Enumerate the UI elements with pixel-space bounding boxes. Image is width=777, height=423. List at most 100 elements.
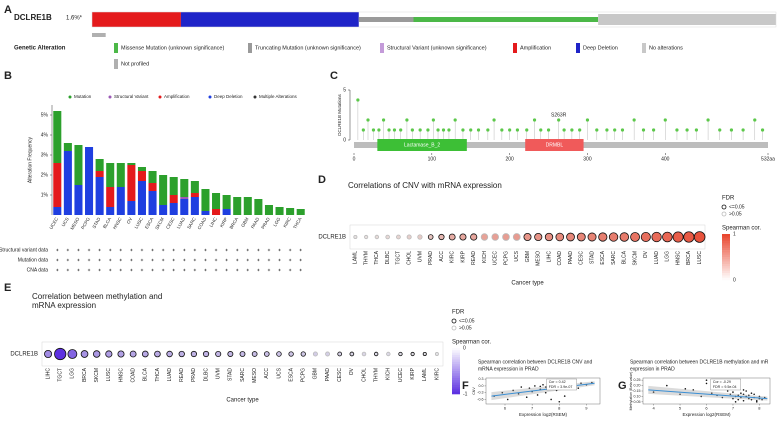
- correlation-dot: [312, 351, 318, 357]
- scatter-point: [753, 393, 755, 396]
- lollipop-head: [578, 128, 582, 132]
- correlation-dot: [512, 233, 521, 241]
- y-tick-label: 0.20: [634, 384, 641, 388]
- correlation-dot: [141, 350, 149, 358]
- legend-dot: [253, 95, 257, 99]
- not-profiled-bar: [92, 33, 106, 37]
- correlation-dot: [576, 232, 586, 242]
- x-tick-label: BLCA: [622, 250, 628, 264]
- scatter-point: [737, 398, 740, 401]
- correlation-dot: [364, 234, 369, 240]
- bar-segment: [63, 151, 72, 215]
- bar-segment: [63, 143, 72, 151]
- lollipop-head: [469, 128, 473, 132]
- oncoprint-background: [91, 11, 777, 28]
- correlation-dot: [373, 351, 379, 357]
- lollipop-head: [441, 128, 446, 132]
- x-tick-label: COAD: [557, 251, 563, 266]
- scatter-point: [550, 398, 552, 401]
- bar-segment: [148, 171, 157, 183]
- x-tick-label: LIHC: [208, 216, 218, 228]
- x-tick-label: HNSC: [112, 216, 123, 230]
- x-tick-label: THYM: [363, 251, 369, 265]
- scatter-point: [748, 397, 750, 400]
- correlation-dot: [385, 234, 390, 240]
- x-tick-label: OV: [643, 250, 649, 258]
- x-tick-label: CESC: [165, 216, 176, 230]
- colorbar-step: [452, 368, 460, 372]
- colorbar-step: [452, 387, 460, 390]
- legend-label: No alterations: [649, 45, 683, 51]
- legend-dot: [158, 95, 162, 99]
- colorbar-step: [452, 389, 460, 392]
- x-tick-label: KICH: [482, 251, 488, 263]
- scatter-point: [734, 401, 737, 403]
- x-tick-label: CHOL: [361, 368, 367, 382]
- legend-label: Not profiled: [121, 61, 149, 67]
- bar-segment: [169, 195, 178, 203]
- correlation-dot: [166, 350, 173, 358]
- x-tick-label: 300: [583, 156, 592, 162]
- correlation-dot: [92, 350, 101, 358]
- correlation-dot: [386, 351, 391, 357]
- correlation-dot: [523, 232, 532, 241]
- correlation-dot: [117, 350, 125, 358]
- correlation-dot: [202, 350, 210, 358]
- x-tick-label: 9: [585, 406, 588, 411]
- scatter-point: [710, 392, 713, 394]
- scatter-point: [742, 399, 745, 402]
- x-tick-label: 400: [661, 156, 670, 162]
- scatter-point: [761, 398, 763, 401]
- lollipop-head: [641, 128, 646, 132]
- bar-segment: [233, 197, 242, 215]
- bar-segment: [53, 207, 62, 215]
- legend-title: Genetic Alteration: [14, 46, 66, 52]
- oncoprint-segment: [413, 17, 599, 22]
- lollipop-head: [562, 128, 566, 132]
- bar-segment: [190, 197, 199, 215]
- correlation-dot: [251, 351, 258, 357]
- correlation-dot: [555, 232, 565, 242]
- bar-segment: [137, 167, 146, 171]
- colorbar-step: [452, 373, 460, 376]
- legend-label: Truncating Mutation (unknown significanc…: [255, 45, 361, 51]
- x-tick-label: PRAD: [428, 251, 434, 265]
- legend-swatch: [642, 43, 646, 53]
- x-tick-label: HNSC: [675, 251, 681, 266]
- correlation-dot: [534, 232, 543, 242]
- protein-domain: [377, 139, 467, 151]
- x-tick-label: THCA: [155, 367, 161, 381]
- scatter-point: [740, 392, 742, 394]
- scatter-point: [542, 383, 544, 386]
- correlation-dot: [349, 351, 355, 357]
- bar-segment: [296, 209, 305, 215]
- bar-segment: [95, 171, 104, 177]
- x-tick-label: 8: [758, 406, 761, 411]
- legend-label: Structural Variant: [114, 94, 149, 99]
- lollipop-head: [436, 128, 440, 132]
- correlation-dot: [105, 350, 113, 358]
- x-tick-label: GBM: [240, 216, 250, 228]
- colorbar-step: [452, 350, 460, 353]
- correlation-dot: [361, 351, 367, 357]
- lollipop-head: [377, 128, 381, 132]
- bar-segment: [95, 159, 104, 171]
- correlation-dot: [608, 232, 619, 242]
- bar-segment: [243, 197, 252, 215]
- correlation-dot: [178, 350, 185, 358]
- lollipop-head: [426, 128, 430, 132]
- lollipop-head: [361, 128, 365, 132]
- chart-title: Correlations of CNV with mRNA expression: [348, 181, 502, 190]
- x-tick-label: BLCA: [143, 367, 149, 381]
- domain-label: Lactamase_B_2: [404, 142, 440, 148]
- bar-segment: [180, 197, 189, 199]
- x-tick-label: UVM: [216, 368, 222, 379]
- bar-segment: [201, 211, 210, 215]
- scatter-point: [750, 398, 753, 401]
- legend-label: Deep Deletion: [214, 94, 243, 99]
- colorbar-step: [722, 257, 730, 260]
- x-tick-label: GBM: [525, 251, 531, 262]
- bar-segment: [222, 209, 231, 215]
- x-tick-label: STAD: [589, 251, 595, 264]
